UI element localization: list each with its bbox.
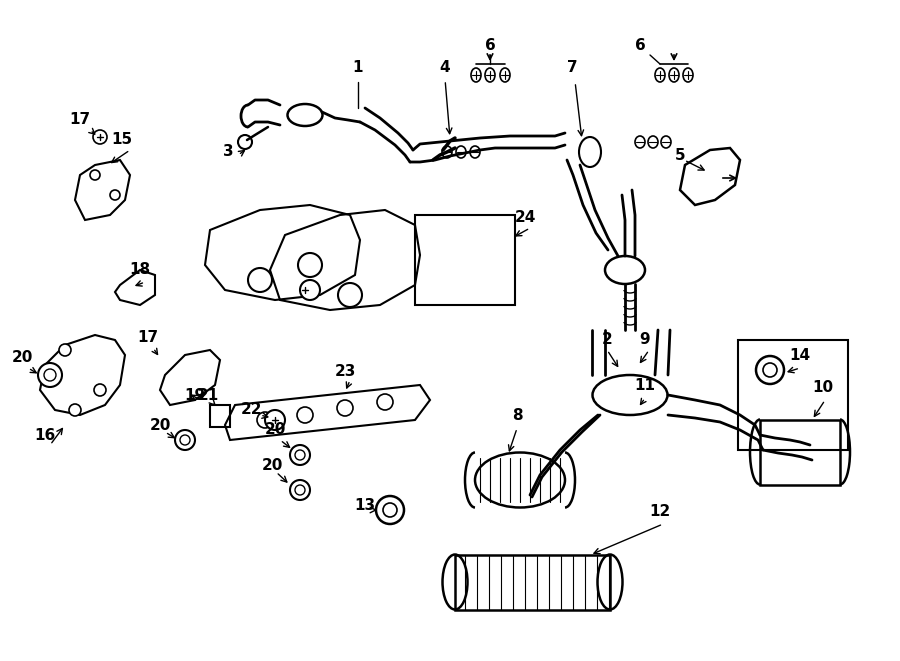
Circle shape (338, 283, 362, 307)
Circle shape (59, 344, 71, 356)
Bar (760, 420, 840, 485)
Circle shape (295, 450, 305, 460)
Circle shape (257, 412, 273, 428)
Text: 15: 15 (112, 132, 132, 147)
Circle shape (300, 280, 320, 300)
Ellipse shape (500, 68, 510, 82)
Circle shape (756, 356, 784, 384)
Ellipse shape (442, 146, 452, 158)
Ellipse shape (635, 136, 645, 148)
Circle shape (90, 170, 100, 180)
Ellipse shape (661, 136, 671, 148)
Text: 13: 13 (355, 498, 375, 512)
Ellipse shape (470, 146, 480, 158)
Circle shape (44, 369, 56, 381)
Circle shape (376, 496, 404, 524)
Text: 12: 12 (650, 504, 670, 520)
Text: 21: 21 (197, 387, 219, 403)
Bar (738, 340, 848, 450)
Text: 17: 17 (69, 112, 91, 128)
Ellipse shape (579, 137, 601, 167)
Text: 24: 24 (514, 210, 536, 225)
Text: 20: 20 (12, 350, 32, 366)
Text: 5: 5 (675, 147, 685, 163)
Text: 14: 14 (789, 348, 811, 362)
Text: 18: 18 (130, 262, 150, 278)
Circle shape (295, 485, 305, 495)
Text: 23: 23 (334, 364, 356, 379)
Text: 17: 17 (138, 330, 158, 346)
Text: 4: 4 (440, 61, 450, 75)
Text: 11: 11 (634, 377, 655, 393)
Ellipse shape (471, 68, 481, 82)
Text: 6: 6 (634, 38, 645, 52)
Circle shape (383, 503, 397, 517)
Text: 8: 8 (512, 407, 522, 422)
Text: 19: 19 (184, 387, 205, 403)
Text: 7: 7 (567, 61, 577, 75)
Text: 20: 20 (261, 457, 283, 473)
Ellipse shape (655, 68, 665, 82)
Ellipse shape (648, 136, 658, 148)
Text: 2: 2 (601, 332, 612, 348)
Text: 20: 20 (265, 422, 285, 438)
Text: 16: 16 (34, 428, 56, 442)
Circle shape (337, 400, 353, 416)
Text: 10: 10 (813, 381, 833, 395)
Circle shape (38, 363, 62, 387)
Text: 22: 22 (241, 403, 263, 418)
Ellipse shape (485, 68, 495, 82)
Text: 6: 6 (484, 38, 495, 52)
Circle shape (265, 410, 285, 430)
Circle shape (297, 407, 313, 423)
Text: 20: 20 (149, 418, 171, 432)
Bar (415, 215, 515, 305)
Circle shape (290, 480, 310, 500)
Circle shape (94, 384, 106, 396)
Circle shape (248, 268, 272, 292)
Bar (210, 405, 230, 427)
Ellipse shape (456, 146, 466, 158)
Circle shape (298, 253, 322, 277)
Text: 9: 9 (640, 332, 651, 348)
Circle shape (180, 435, 190, 445)
Circle shape (110, 190, 120, 200)
Circle shape (763, 363, 777, 377)
Circle shape (69, 404, 81, 416)
Circle shape (290, 445, 310, 465)
Circle shape (175, 430, 195, 450)
Text: 1: 1 (353, 61, 364, 75)
Ellipse shape (669, 68, 679, 82)
Text: 3: 3 (222, 145, 233, 159)
Circle shape (377, 394, 393, 410)
Bar (455, 555, 610, 610)
Ellipse shape (683, 68, 693, 82)
